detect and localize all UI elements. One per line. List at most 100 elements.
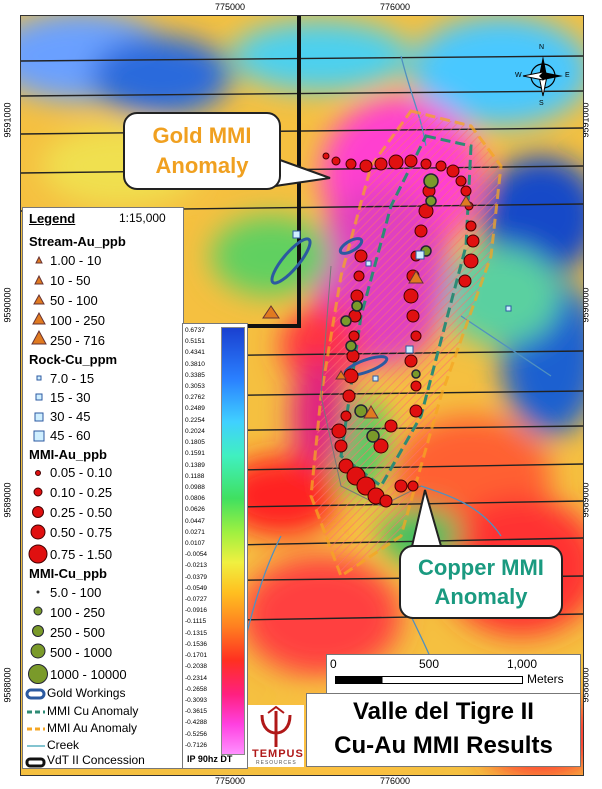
scale-tick-500: 500	[419, 657, 440, 671]
map-title-line1: Valle del Tigre II	[353, 698, 534, 725]
northing-label-left-4: 9588000	[2, 667, 13, 703]
mmi-au-item-4: 0.50 - 0.75	[50, 525, 113, 540]
gold-callout-line2: Anomaly	[155, 153, 249, 178]
legend-concession: VdT II Concession	[47, 753, 145, 767]
colorbar-label: -0.0727	[185, 596, 208, 604]
colorbar-label: -0.2658	[185, 685, 208, 693]
mmi-au-symbols	[28, 470, 48, 564]
colorbar-label: 0.6737	[185, 327, 205, 334]
northing-label-left-1: 9591000	[2, 102, 13, 138]
colorbar-label: 0.2489	[185, 405, 205, 413]
copper-anomaly-callout: Copper MMI Anomaly	[399, 545, 563, 619]
colorbar-label: -0.2038	[185, 663, 208, 671]
north-arrow-icon	[522, 56, 563, 97]
colorbar-label: -0.0379	[185, 573, 208, 581]
colorbar-label: 0.0626	[185, 506, 205, 514]
easting-label-top-1: 775000	[215, 2, 246, 12]
colorbar-label: -0.3093	[185, 696, 208, 704]
rock-cu-item-4: 45 - 60	[50, 428, 91, 443]
colorbar-label: -0.0916	[185, 607, 208, 615]
north-arrow-e: E	[565, 72, 570, 79]
northing-label-left-3: 9589000	[2, 482, 13, 518]
au-anomaly-polygon	[309, 109, 503, 579]
gold-callout-line1: Gold MMI	[152, 123, 252, 148]
colorbar-label: -0.1701	[185, 652, 208, 660]
stream-au-item-4: 100 - 250	[50, 313, 105, 328]
mmi-cu-item-4: 500 - 1000	[50, 645, 113, 660]
stream-au-symbols	[31, 255, 47, 345]
rock-cu-symbols	[33, 375, 45, 442]
legend-mmi-cu-anomaly: MMI Cu Anomaly	[47, 704, 139, 718]
gold-workings-1	[270, 237, 312, 285]
colorbar-label: 0.4341	[185, 349, 205, 357]
stream-au-triangles	[262, 195, 473, 419]
legend-panel: Legend 1:15,000 Stream-Au_ppb 1.00 - 10 …	[22, 207, 184, 769]
colorbar-label: -0.1536	[185, 640, 208, 648]
colorbar-label: 0.1188	[185, 472, 205, 480]
gold-anomaly-callout: Gold MMI Anomaly	[123, 112, 281, 190]
colorbar-label: 0.3810	[185, 360, 205, 368]
scale-tick-1000: 1,000	[507, 657, 538, 671]
colorbar-label: -0.0213	[185, 562, 208, 570]
mmi-cu-symbols	[28, 590, 48, 684]
gold-workings-3	[338, 237, 364, 255]
northing-label-left-2: 9590000	[2, 287, 13, 323]
mmi-au-points	[322, 152, 480, 508]
rock-cu-item-3: 30 - 45	[50, 409, 91, 424]
mmi-au-item-5: 0.75 - 1.50	[50, 547, 113, 562]
easting-label-top-2: 776000	[380, 2, 411, 12]
rock-cu-squares	[292, 230, 512, 382]
rock-cu-item-2: 15 - 30	[50, 390, 91, 405]
ip-colorbar-panel: 0.6737 0.5151 0.4341 0.3810 0.3385 0.3053 0.27…	[182, 323, 248, 769]
company-name: TEMPUS	[252, 748, 304, 760]
colorbar-label: 0.3053	[185, 383, 205, 391]
colorbar-label: -0.3615	[185, 708, 208, 716]
stream-au-heading: Stream-Au_ppb	[29, 234, 126, 249]
mmi-cu-item-3: 250 - 500	[50, 625, 105, 640]
colorbar-label: -0.5256	[185, 730, 208, 738]
map-title-box: Valle del Tigre II Cu-Au MMI Results	[306, 693, 581, 767]
north-arrow-w: W	[515, 72, 522, 79]
tempus-logo: TEMPUS RESOURCES	[248, 705, 304, 767]
colorbar-label: 0.0806	[185, 495, 205, 503]
legend-mmi-au-anomaly: MMI Au Anomaly	[47, 721, 138, 735]
legend-title: Legend	[29, 211, 76, 226]
scale-bar-graphic	[335, 676, 523, 684]
colorbar-label: -0.0549	[185, 584, 208, 592]
mmi-cu-item-5: 1000 - 10000	[50, 667, 127, 682]
colorbar-label: 0.3385	[185, 371, 205, 379]
colorbar-label: 0.1805	[185, 439, 205, 447]
easting-label-bottom-1: 775000	[215, 776, 246, 786]
company-sub: RESOURCES	[256, 760, 297, 766]
copper-callout-line1: Copper MMI	[418, 555, 544, 580]
colorbar-label: 0.1591	[185, 450, 205, 458]
colorbar-label: 0.0447	[185, 517, 205, 525]
stream-au-item-1: 1.00 - 10	[50, 253, 102, 268]
legend-gold-workings: Gold Workings	[47, 686, 126, 700]
colorbar-label: -0.1315	[185, 629, 208, 637]
scale-ratio: 1:15,000	[119, 211, 166, 225]
colorbar-label: 0.1389	[185, 461, 205, 469]
copper-callout-line2: Anomaly	[434, 584, 528, 609]
colorbar-label: 0.2254	[185, 416, 205, 424]
north-arrow-s: S	[539, 100, 544, 107]
legend-creek: Creek	[47, 738, 80, 752]
scale-tick-0: 0	[330, 657, 337, 671]
scale-bar: 0 500 1,000 Meters	[326, 654, 581, 694]
colorbar-title: IP 90hz DT	[187, 754, 233, 764]
stream-au-item-3: 50 - 100	[50, 293, 98, 308]
colorbar-label: 0.0107	[185, 540, 205, 547]
mmi-au-item-1: 0.05 - 0.10	[50, 465, 113, 480]
north-arrow-n: N	[539, 44, 545, 51]
colorbar-label: -0.7126	[185, 741, 208, 749]
rock-cu-heading: Rock-Cu_ppm	[29, 352, 118, 367]
colorbar-label: 0.5151	[185, 338, 205, 346]
mmi-au-heading: MMI-Au_ppb	[29, 447, 107, 462]
colorbar-label: 0.2762	[185, 394, 205, 402]
colorbar-gradient	[221, 327, 245, 755]
colorbar-label: -0.2314	[185, 674, 208, 682]
stream-au-item-5: 250 - 716	[50, 333, 105, 348]
scale-unit: Meters	[527, 672, 564, 686]
trident-logo-icon	[260, 705, 292, 747]
colorbar-label: -0.4288	[185, 719, 208, 727]
